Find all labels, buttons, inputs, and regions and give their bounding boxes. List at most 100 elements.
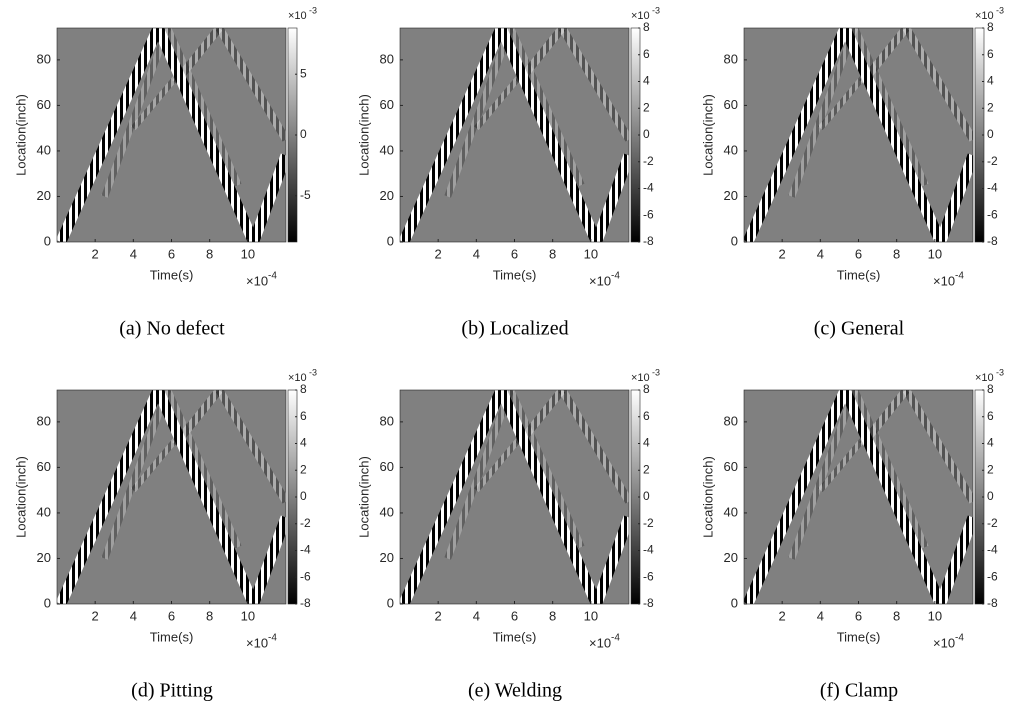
wave-band bbox=[57, 28, 164, 242]
x-axis-label: Time(s) bbox=[493, 267, 537, 282]
x-tick-label: 2 bbox=[92, 608, 99, 623]
wave-band bbox=[818, 69, 871, 131]
y-tick-label: 0 bbox=[731, 233, 738, 248]
x-scale-base: ×10 bbox=[589, 635, 611, 650]
wave-band bbox=[840, 28, 946, 242]
y-tick-label: 0 bbox=[731, 595, 738, 610]
colorbar-tick-label: 0 bbox=[300, 489, 307, 503]
y-axis-label: Location(inch) bbox=[700, 456, 715, 538]
x-scale-base: ×10 bbox=[933, 635, 955, 650]
colorbar-tick-label: -4 bbox=[300, 543, 311, 557]
x-scale-base: ×10 bbox=[589, 273, 611, 288]
colorbar-tick-label: 0 bbox=[643, 489, 650, 503]
colorbar-tick-label: -8 bbox=[643, 596, 654, 610]
wave-band bbox=[444, 28, 514, 198]
x-tick-label: 8 bbox=[549, 246, 556, 261]
wave-band bbox=[153, 390, 259, 604]
wave-band bbox=[744, 390, 851, 604]
colorbar-scale-exponent: -3 bbox=[996, 5, 1004, 15]
colorbar-tick-label: -8 bbox=[987, 596, 998, 610]
wave-band bbox=[496, 390, 602, 604]
wave-band bbox=[164, 28, 242, 187]
wave-band bbox=[474, 431, 527, 493]
colorbar-tick-label: -8 bbox=[643, 234, 654, 248]
colorbar-tick-label: -4 bbox=[643, 181, 654, 195]
x-axis-label: Time(s) bbox=[150, 267, 194, 282]
wave-bands bbox=[57, 390, 286, 604]
wave-band bbox=[744, 28, 851, 242]
colorbar-tick-label: 2 bbox=[643, 462, 650, 476]
wave-band bbox=[507, 390, 585, 549]
colorbar-tick-label: 6 bbox=[987, 409, 994, 423]
y-tick-label: 0 bbox=[44, 595, 51, 610]
colorbar-tick-label: -5 bbox=[300, 188, 311, 202]
x-tick-label: 8 bbox=[549, 608, 556, 623]
colorbar-tick-label: -2 bbox=[643, 154, 654, 168]
y-tick-label: 60 bbox=[724, 459, 738, 474]
x-tick-label: 2 bbox=[779, 608, 786, 623]
wave-band bbox=[496, 28, 602, 242]
panel: 2 4 6 8 10020406080Time(s)Location(inch)×10-… bbox=[13, 367, 317, 701]
wave-band bbox=[902, 390, 973, 504]
colorbar-tick-label: 6 bbox=[987, 47, 994, 61]
x-tick-label: 2 bbox=[435, 246, 442, 261]
colorbar-scale-base: ×10 bbox=[288, 10, 307, 22]
y-tick-label: 80 bbox=[37, 413, 51, 428]
wave-band bbox=[400, 390, 507, 604]
x-scale-exponent: -4 bbox=[268, 271, 277, 282]
wave-band bbox=[248, 515, 286, 604]
colorbar-tick-label: 6 bbox=[643, 409, 650, 423]
wave-band bbox=[935, 515, 973, 604]
y-axis-label: Location(inch) bbox=[13, 94, 28, 176]
colorbar-scale-base: ×10 bbox=[288, 372, 307, 384]
wave-bands bbox=[400, 28, 629, 242]
wave-band bbox=[851, 28, 929, 187]
panel: 2 4 6 8 10020406080Time(s)Location(inch)×10-… bbox=[356, 367, 660, 701]
wave-band bbox=[902, 28, 973, 142]
x-scale-base: ×10 bbox=[246, 273, 268, 288]
colorbar-tick-label: -2 bbox=[643, 516, 654, 530]
colorbar-tick-label: 8 bbox=[643, 382, 650, 396]
y-tick-label: 20 bbox=[37, 550, 51, 565]
y-axis-label: Location(inch) bbox=[700, 94, 715, 176]
caption: (c) General bbox=[814, 318, 905, 340]
panel: 2 4 6 8 10020406080Time(s)Location(inch)×10-… bbox=[356, 5, 660, 339]
x-scale-exponent: -4 bbox=[955, 633, 964, 644]
wave-band bbox=[818, 431, 871, 493]
x-tick-label: 10 bbox=[241, 246, 255, 261]
x-tick-label: 10 bbox=[241, 608, 255, 623]
wave-band bbox=[131, 69, 184, 131]
wave-band bbox=[474, 69, 527, 131]
wave-band bbox=[215, 28, 286, 142]
x-scale-base: ×10 bbox=[933, 273, 955, 288]
wave-bands bbox=[57, 28, 286, 242]
colorbar-scale-base: ×10 bbox=[631, 372, 650, 384]
wave-band bbox=[507, 28, 585, 187]
wave-band bbox=[591, 153, 629, 242]
y-tick-label: 40 bbox=[724, 142, 738, 157]
wave-bands bbox=[744, 390, 973, 604]
colorbar-tick-label: 2 bbox=[300, 462, 307, 476]
wave-band bbox=[101, 28, 171, 198]
wave-band bbox=[840, 390, 946, 604]
y-tick-label: 40 bbox=[37, 142, 51, 157]
x-axis-label: Time(s) bbox=[150, 629, 194, 644]
wave-band bbox=[215, 390, 286, 504]
colorbar-tick-label: -8 bbox=[300, 596, 311, 610]
x-axis-label: Time(s) bbox=[837, 629, 881, 644]
y-tick-label: 40 bbox=[37, 504, 51, 519]
y-tick-label: 40 bbox=[380, 504, 394, 519]
x-tick-label: 6 bbox=[511, 246, 518, 261]
x-tick-label: 4 bbox=[130, 608, 137, 623]
x-tick-label: 2 bbox=[779, 246, 786, 261]
wave-band bbox=[558, 390, 629, 504]
caption: (d) Pitting bbox=[131, 680, 213, 702]
y-axis-label: Location(inch) bbox=[356, 456, 371, 538]
colorbar-scale-exponent: -3 bbox=[996, 367, 1004, 377]
colorbar-tick-label: 4 bbox=[643, 74, 650, 88]
y-tick-label: 20 bbox=[37, 188, 51, 203]
x-scale-exponent: -4 bbox=[611, 633, 620, 644]
wave-band bbox=[444, 390, 514, 560]
x-tick-label: 2 bbox=[92, 246, 99, 261]
